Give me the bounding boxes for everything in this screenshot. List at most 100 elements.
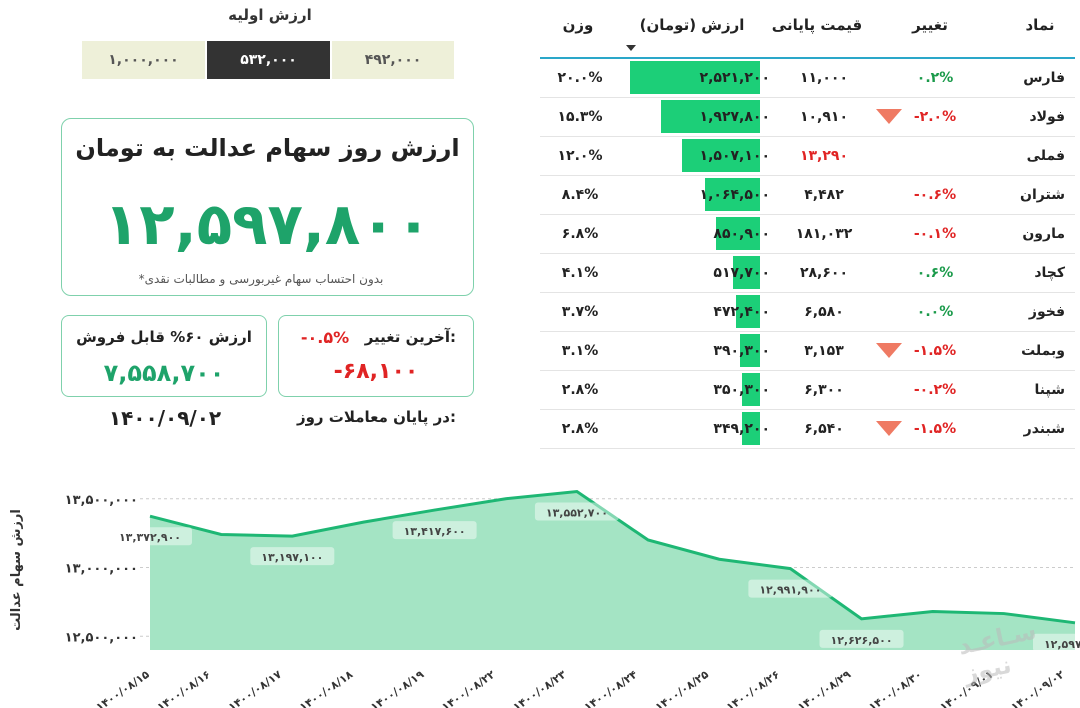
change-cell: -۱.۵% xyxy=(913,421,957,437)
value-card-amount: ۱۲,۵۹۷,۸۰۰ xyxy=(103,190,432,258)
header-symbol[interactable]: نماد xyxy=(1025,16,1055,34)
symbol-cell: مارون xyxy=(1022,226,1065,242)
price-cell: ۲۸,۶۰۰ xyxy=(799,265,849,281)
change-cell: -۱.۵% xyxy=(913,343,957,359)
session-date: ۱۴۰۰/۰۹/۰۲ xyxy=(108,406,222,430)
down-arrow-icon xyxy=(876,421,902,436)
symbol-cell: وبملت xyxy=(1021,343,1065,359)
data-label: ۱۲,۶۲۶,۵۰۰ xyxy=(830,634,892,647)
header-divider xyxy=(540,57,1075,59)
price-cell: ۶,۳۰۰ xyxy=(804,382,844,398)
initial-option-1m[interactable]: ۱,۰۰۰,۰۰۰ xyxy=(82,41,205,79)
last-change-amount: -۶۸,۱۰۰ xyxy=(333,359,419,384)
change-cell: -۲.۰% xyxy=(913,109,957,125)
symbol-cell: شتران xyxy=(1020,187,1065,203)
value-bar xyxy=(682,139,760,172)
y-tick-label: ۱۲,۵۰۰,۰۰۰ xyxy=(65,630,138,645)
series-line xyxy=(149,489,1076,625)
table-row[interactable]: فخوز ۰.۰% ۶,۵۸۰ ۴۷۲,۴۰۰ ۳.۷% xyxy=(540,293,1075,332)
table-row[interactable]: فارس ۰.۲% ۱۱,۰۰۰ ۲,۵۲۱,۲۰۰ ۲۰.۰% xyxy=(540,59,1075,98)
value-bar xyxy=(739,334,760,367)
sort-desc-icon[interactable] xyxy=(626,45,636,51)
weight-cell: ۲.۸% xyxy=(561,382,599,398)
header-change[interactable]: تغییر xyxy=(912,16,948,34)
x-tick-label: ۱۴۰۰/۰۸/۱۹ xyxy=(368,668,426,708)
last-change-title: آخرین تغییر: xyxy=(364,328,456,346)
table-row[interactable]: مارون -۰.۱% ۱۸۱,۰۳۲ ۸۵۰,۹۰۰ ۶.۸% xyxy=(540,215,1075,254)
value-cell: ۸۵۰,۹۰۰ xyxy=(713,226,770,242)
change-cell: ۰.۶% xyxy=(916,265,954,281)
weight-cell: ۲۰.۰% xyxy=(557,70,603,86)
value-card xyxy=(61,118,474,296)
down-arrow-icon xyxy=(876,343,902,358)
header-price[interactable]: قیمت پایانی xyxy=(771,16,863,34)
value-bar xyxy=(733,256,760,289)
symbol-cell: فخوز xyxy=(1028,304,1065,320)
data-label: ۱۳,۴۱۷,۶۰۰ xyxy=(404,525,466,538)
symbol-cell: شبندر xyxy=(1023,421,1065,437)
price-cell: ۱۱,۰۰۰ xyxy=(799,70,849,86)
price-cell: ۴,۴۸۲ xyxy=(804,187,844,203)
data-label-bg xyxy=(108,527,192,546)
x-tick-label: ۱۴۰۰/۰۸/۲۳ xyxy=(511,668,569,708)
price-cell: ۶,۵۴۰ xyxy=(804,421,844,437)
table-row[interactable]: فملی ۱۳,۲۹۰ ۱,۵۰۷,۱۰۰ ۱۲.۰% xyxy=(540,137,1075,176)
price-cell: ۳,۱۵۳ xyxy=(804,343,844,359)
change-cell xyxy=(900,137,970,175)
data-label: ۱۳,۳۷۲,۹۰۰ xyxy=(119,531,181,544)
weight-cell: ۸.۴% xyxy=(561,187,599,203)
y-axis-label: ارزش سهام عدالت xyxy=(9,509,24,631)
value-cell: ۲,۵۲۱,۲۰۰ xyxy=(699,70,770,86)
value-bar xyxy=(705,178,760,211)
sellable-card xyxy=(61,315,267,397)
value-cell: ۱,۹۲۷,۸۰۰ xyxy=(699,109,770,125)
x-tick-label: ۱۴۰۰/۰۸/۱۷ xyxy=(226,668,284,708)
x-tick-label: ۱۴۰۰/۰۸/۱۸ xyxy=(297,668,355,708)
initial-option-532k[interactable]: ۵۳۲,۰۰۰ xyxy=(207,41,330,79)
table-row[interactable]: شپنا -۰.۲% ۶,۳۰۰ ۳۵۰,۳۰۰ ۲.۸% xyxy=(540,371,1075,410)
weight-cell: ۳.۷% xyxy=(561,304,599,320)
data-label-bg xyxy=(748,579,833,598)
data-label-bg xyxy=(392,521,477,540)
weight-cell: ۲.۸% xyxy=(561,421,599,437)
down-arrow-icon xyxy=(876,109,902,124)
weight-cell: ۱۲.۰% xyxy=(557,148,603,164)
x-tick-label: ۱۴۰۰/۰۸/۱۶ xyxy=(155,668,213,708)
table-row[interactable]: وبملت -۱.۵% ۳,۱۵۳ ۳۹۰,۳۰۰ ۳.۱% xyxy=(540,332,1075,371)
value-cell: ۳۴۹,۲۰۰ xyxy=(713,421,770,437)
session-label: در پایان معاملات روز: xyxy=(296,408,456,426)
value-cell: ۴۷۲,۴۰۰ xyxy=(713,304,770,320)
data-label: ۱۳,۱۹۷,۱۰۰ xyxy=(261,551,323,564)
y-tick-label: ۱۳,۰۰۰,۰۰۰ xyxy=(65,562,138,577)
value-cell: ۱,۵۰۷,۱۰۰ xyxy=(699,148,770,164)
value-bar xyxy=(741,412,760,445)
table-row[interactable]: شتران -۰.۶% ۴,۴۸۲ ۱,۰۶۴,۵۰۰ ۸.۴% xyxy=(540,176,1075,215)
value-cell: ۵۱۷,۷۰۰ xyxy=(713,265,770,281)
table-row[interactable]: شبندر -۱.۵% ۶,۵۴۰ ۳۴۹,۲۰۰ ۲.۸% xyxy=(540,410,1075,449)
value-history-chart: ۱۳,۵۰۰,۰۰۰ ۱۳,۰۰۰,۰۰۰ ۱۲,۵۰۰,۰۰۰ ۱۳,۳۷۲,۹۰۰… xyxy=(9,489,1080,708)
symbol-cell: فولاد xyxy=(1029,109,1065,125)
header-value[interactable]: ارزش (تومان) xyxy=(639,16,745,34)
weight-cell: ۳.۱% xyxy=(561,343,599,359)
last-change-percent: -۰.۵% xyxy=(300,328,350,347)
x-tick-label: ۱۴۰۰/۰۸/۲۲ xyxy=(439,668,497,708)
change-cell: ۰.۲% xyxy=(916,70,954,86)
weight-cell: ۴.۱% xyxy=(561,265,599,281)
value-card-title: ارزش روز سهام عدالت به تومان xyxy=(75,134,460,162)
change-cell: -۰.۱% xyxy=(913,226,957,242)
table-row[interactable]: فولاد -۲.۰% ۱۰,۹۱۰ ۱,۹۲۷,۸۰۰ ۱۵.۳% xyxy=(540,98,1075,137)
value-bar xyxy=(741,373,760,406)
last-change-card xyxy=(278,315,474,397)
value-bar xyxy=(660,100,760,133)
weight-cell: ۱۵.۳% xyxy=(557,109,603,125)
x-tick-label: ۱۴۰۰/۰۸/۱۵ xyxy=(94,668,152,708)
change-cell: -۰.۲% xyxy=(913,382,957,398)
data-label-bg xyxy=(250,547,335,566)
data-label-bg xyxy=(819,629,904,648)
initial-option-492k[interactable]: ۴۹۲,۰۰۰ xyxy=(332,41,454,79)
table-row[interactable]: کچاد ۰.۶% ۲۸,۶۰۰ ۵۱۷,۷۰۰ ۴.۱% xyxy=(540,254,1075,293)
price-cell: ۱۸۱,۰۳۲ xyxy=(795,226,853,242)
y-tick-label: ۱۳,۵۰۰,۰۰۰ xyxy=(65,493,138,508)
value-bar xyxy=(630,61,760,94)
header-weight[interactable]: وزن xyxy=(562,16,594,34)
